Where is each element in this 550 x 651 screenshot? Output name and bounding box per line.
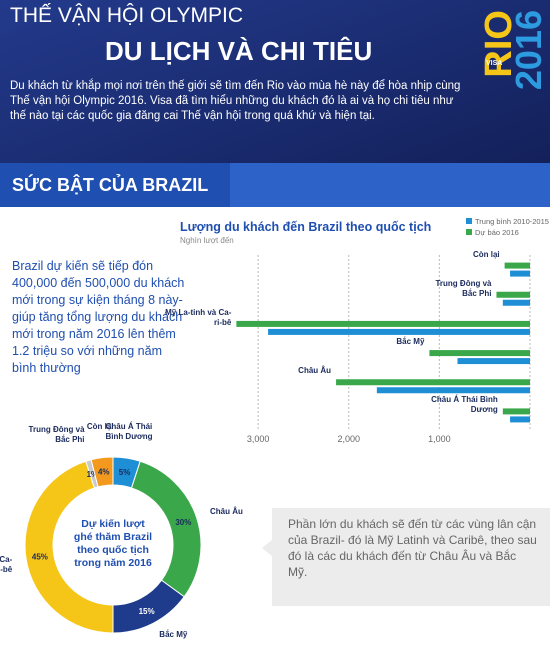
bar [510, 416, 530, 423]
header-subtitle: DU LỊCH VÀ CHI TIÊU [105, 36, 373, 66]
legend-label: Trung bình 2010-2015 [475, 217, 549, 226]
donut-slice [90, 456, 114, 488]
category-label: Trung Đông và Bắc Phi [28, 425, 85, 445]
bar [502, 408, 530, 415]
category-label: Bắc Mỹ [396, 337, 425, 347]
section-band-dark [0, 163, 230, 207]
note-pointer [262, 540, 272, 556]
x-tick-label: 3,000 [247, 434, 270, 444]
category-label: Châu Á Thái Bình Dương [431, 395, 498, 415]
logo-brand: VISA [486, 60, 503, 67]
value-label: 15% [139, 607, 155, 616]
donut-title: Dự kiến lượt ghé thăm Brazil theo quốc tịc… [74, 518, 152, 569]
bar-subtitle: Nghìn lượt đến [180, 236, 234, 245]
bar [236, 320, 530, 327]
value-label: 45% [32, 553, 48, 562]
legend-swatch [466, 229, 472, 235]
donut-slice [24, 460, 114, 634]
bar [504, 262, 530, 269]
lead-text: Brazil dự kiến sẽ tiếp đón 400,000 đến 5… [12, 259, 185, 375]
category-label: Trung Đông và Bắc Phi [435, 278, 492, 298]
value-label: 5% [119, 468, 131, 477]
header-bg [0, 0, 550, 163]
header-title: THẾ VẬN HỘI OLYMPIC [10, 4, 243, 27]
header-intro: Du khách từ khắp mọi nơi trên thế giới s… [10, 80, 461, 122]
category-label: Còn lại [472, 249, 500, 259]
category-label: Châu Âu [298, 366, 332, 376]
note-text: Phần lớn du khách sẽ đến từ các vùng lân… [288, 517, 537, 579]
x-tick-label: 1,000 [428, 434, 451, 444]
value-label: 30% [175, 518, 191, 527]
category-label: Châu Á Thái Bình Dương [105, 422, 153, 442]
legend-label: Dự báo 2016 [475, 228, 519, 237]
category-label: Mỹ La-tinh và Ca-ri-bê [0, 554, 13, 574]
value-label: 1% [87, 470, 99, 479]
bar-title: Lượng du khách đến Brazil theo quốc tịch [180, 220, 431, 234]
category-label: Mỹ La-tinh và Ca-ri-bê [165, 307, 232, 327]
bar [502, 299, 530, 306]
logo: RIO 2016 VISA [478, 10, 549, 150]
bar [457, 358, 530, 365]
bar [336, 379, 530, 386]
section-title: SỨC BẬT CỦA BRAZIL [12, 175, 209, 195]
bar [496, 291, 530, 298]
x-tick-label: 2,000 [337, 434, 360, 444]
bar [376, 387, 530, 394]
note-box [272, 508, 550, 606]
category-label: Bắc Mỹ [159, 629, 188, 639]
value-label: 4% [98, 468, 110, 477]
bar [268, 328, 530, 335]
bar [429, 350, 530, 357]
category-label: Còn lại [86, 421, 114, 431]
legend-swatch [466, 218, 472, 224]
category-label: Châu Âu [210, 507, 243, 517]
bar [510, 270, 530, 277]
